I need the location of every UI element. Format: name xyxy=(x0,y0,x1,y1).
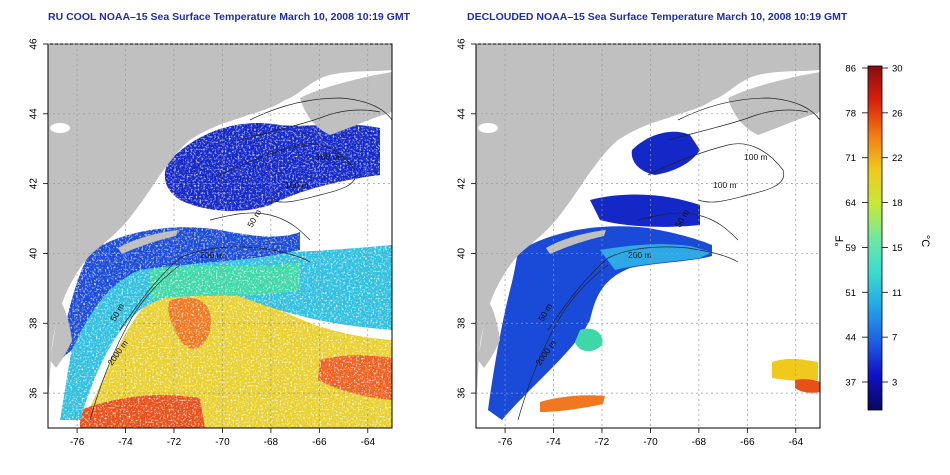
colorbar-f-label: 44 xyxy=(845,333,856,344)
right-xtick-label: -66 xyxy=(740,437,755,448)
left-delmarva xyxy=(50,300,72,368)
right-gom-water xyxy=(631,131,700,175)
right-contour-label-1: 100 m xyxy=(744,152,768,162)
left-xtick-label: -66 xyxy=(312,437,327,448)
colorbar-c-label: 3 xyxy=(892,378,897,389)
left-ytick-label: 38 xyxy=(29,317,40,329)
colorbar-c-label: 11 xyxy=(892,288,902,299)
left-lake xyxy=(50,123,70,133)
colorbar-c-label: 18 xyxy=(892,198,903,209)
right-delmarva xyxy=(478,300,500,368)
colorbar-f-label: 51 xyxy=(845,288,856,299)
right-nova-scotia xyxy=(728,72,820,135)
colorbar-f-label: 78 xyxy=(845,108,856,119)
left-xtick-label: -76 xyxy=(70,437,85,448)
right-ytick-label: 38 xyxy=(457,317,468,329)
right-xtick-label: -76 xyxy=(498,437,513,448)
right-grid xyxy=(476,43,820,428)
right-ytick-label: 42 xyxy=(457,178,468,190)
left-long-island xyxy=(118,230,178,254)
right-contours xyxy=(517,97,820,421)
left-xtick-label: -68 xyxy=(264,437,279,448)
right-warm-blob-3 xyxy=(795,379,820,393)
left-contour-label-1: 100 m xyxy=(316,152,340,162)
right-xtick-label: -74 xyxy=(546,437,561,448)
right-xtick-label: -68 xyxy=(692,437,707,448)
right-xtick-label: -64 xyxy=(789,437,804,448)
right-ytick-label: 36 xyxy=(457,387,468,399)
colorbar-f-label: 59 xyxy=(845,243,856,254)
colorbar-c-label: 7 xyxy=(892,333,897,344)
colorbar-f-label: 37 xyxy=(845,378,856,389)
colorbar-f-label: 71 xyxy=(845,153,856,164)
left-contour-label-4: 200 m xyxy=(200,250,224,260)
fahrenheit-label: °F xyxy=(834,235,846,246)
left-map-panel: 100 m 100 m 50 m 200 m 50 m 2000 m xyxy=(48,44,392,428)
colorbar-f-label: 64 xyxy=(845,198,856,209)
right-axis-ticks: -76 -74 -72 -70 -68 -66 -64 36 38 40 42 44 46 xyxy=(457,38,804,448)
left-nova-scotia xyxy=(300,72,392,135)
left-ytick-label: 36 xyxy=(29,387,40,399)
left-ytick-label: 40 xyxy=(29,247,40,259)
right-xtick-label: -72 xyxy=(595,437,610,448)
right-xtick-label: -70 xyxy=(643,437,658,448)
colorbar-c-label: 30 xyxy=(892,64,903,75)
right-map-panel: 100 m 100 m 50 m 200 m 50 m 2000 m xyxy=(476,44,820,428)
left-ytick-label: 42 xyxy=(29,178,40,190)
left-contour-label-2: 100 m xyxy=(285,180,309,190)
colorbar-f-label: 86 xyxy=(845,64,856,75)
left-ytick-label: 46 xyxy=(29,38,40,50)
right-contour-label-4: 200 m xyxy=(628,250,652,260)
left-xtick-label: -74 xyxy=(118,437,133,448)
left-grid xyxy=(48,43,392,428)
left-axis-ticks: -76 -74 -72 -70 -68 -66 -64 36 38 40 42 44 46 xyxy=(29,38,376,448)
left-xtick-label: -70 xyxy=(215,437,230,448)
right-warm-blob-1 xyxy=(540,395,605,412)
right-warm-blob-2 xyxy=(772,358,818,381)
left-contours xyxy=(89,97,392,421)
colorbar-ticks: 86 78 71 64 59 51 44 37 30 26 22 18 15 11 7 3 xyxy=(845,64,902,389)
left-ytick-label: 44 xyxy=(29,108,40,120)
left-land xyxy=(48,44,392,400)
colorbar-c-label: 22 xyxy=(892,153,903,164)
right-land xyxy=(476,44,820,400)
colorbar-c-label: 26 xyxy=(892,108,903,119)
right-gom-water-2 xyxy=(590,194,700,227)
right-ytick-label: 46 xyxy=(457,38,468,50)
right-long-island xyxy=(546,230,606,254)
right-ytick-label: 44 xyxy=(457,108,468,120)
right-ytick-label: 40 xyxy=(457,247,468,259)
right-green-patch xyxy=(575,328,603,352)
right-cold-water xyxy=(488,226,712,420)
left-xtick-label: -64 xyxy=(361,437,376,448)
right-lake xyxy=(478,123,498,133)
right-contour-label-2: 100 m xyxy=(713,180,737,190)
celsius-label: °C xyxy=(919,235,931,247)
left-xtick-label: -72 xyxy=(167,437,182,448)
left-panel-title: RU COOL NOAA–15 Sea Surface Temperature … xyxy=(48,11,411,23)
colorbar xyxy=(867,65,883,411)
colorbar-c-label: 15 xyxy=(892,243,903,254)
right-panel-title: DECLOUDED NOAA–15 Sea Surface Temperatur… xyxy=(467,11,848,23)
